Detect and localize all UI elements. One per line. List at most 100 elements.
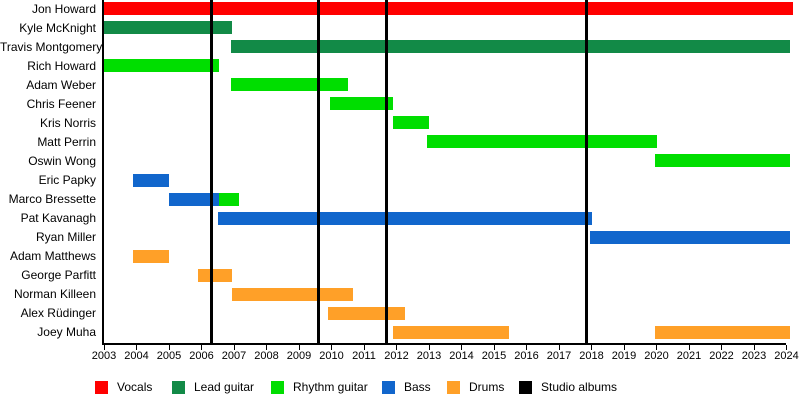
- member-label: Rich Howard: [27, 58, 96, 73]
- axis-tick: [656, 345, 657, 350]
- year-label: 2015: [481, 350, 507, 362]
- member-label: Adam Weber: [26, 77, 96, 92]
- axis-tick: [136, 345, 137, 350]
- member-label: Kyle McKnight: [19, 20, 96, 35]
- timeline-bar-rhythm: [654, 154, 790, 168]
- member-label: Pat Kavanagh: [20, 211, 96, 226]
- timeline-bar-drums: [232, 287, 353, 301]
- year-label: 2019: [611, 350, 637, 362]
- year-label: 2012: [384, 350, 409, 362]
- year-label: 2003: [91, 350, 117, 362]
- year-label: 2020: [644, 350, 669, 362]
- legend-item-lead: Lead guitar: [172, 378, 254, 396]
- year-label: 2024: [774, 350, 799, 362]
- member-label: Chris Feener: [26, 96, 96, 111]
- timeline-bar-drums: [654, 325, 790, 339]
- legend-swatch-vocals: [95, 380, 108, 394]
- member-label: Marco Bressette: [8, 192, 96, 207]
- axis-tick: [331, 345, 332, 350]
- member-label: Kris Norris: [40, 115, 96, 130]
- timeline-bar-bass: [217, 211, 592, 225]
- timeline-bar-drums: [133, 249, 169, 263]
- legend-swatch-bass: [382, 380, 395, 394]
- year-label: 2022: [709, 350, 734, 362]
- legend-item-drums: Drums: [447, 378, 504, 396]
- year-label: 2007: [221, 350, 247, 362]
- legend-item-rhythm: Rhythm guitar: [271, 378, 368, 396]
- timeline-bar-drums: [198, 268, 233, 282]
- member-label: Norman Killeen: [13, 287, 96, 302]
- axis-tick: [396, 345, 397, 350]
- timeline-bar-rhythm: [230, 78, 348, 92]
- axis-tick: [168, 345, 170, 350]
- timeline-bar-bass: [589, 230, 790, 244]
- timeline-bar-rhythm: [329, 97, 394, 111]
- year-label: 2017: [546, 350, 572, 362]
- member-label: Adam Matthews: [9, 249, 96, 264]
- legend: Vocals Lead guitar Rhythm guitar Bass Drums S…: [0, 378, 800, 398]
- timeline-bar-bass: [133, 173, 169, 187]
- year-label: 2006: [189, 350, 214, 362]
- axis-tick: [298, 345, 300, 350]
- year-label: 2018: [579, 350, 604, 362]
- axis-tick: [558, 345, 560, 350]
- legend-label: Bass: [404, 380, 431, 394]
- timeline-bar-drums: [393, 325, 509, 339]
- album-release-line: [385, 0, 389, 343]
- year-label: 2014: [449, 350, 474, 362]
- year-label: 2016: [514, 350, 539, 362]
- legend-label: Vocals: [117, 380, 153, 394]
- axis-tick: [591, 345, 592, 350]
- year-label: 2004: [124, 350, 149, 362]
- axis-tick: [753, 345, 755, 350]
- album-release-line: [585, 0, 589, 343]
- album-release-line: [317, 0, 320, 343]
- timeline-bar-rhythm: [393, 116, 429, 130]
- legend-swatch-rhythm: [271, 380, 284, 394]
- plot-area: [102, 0, 793, 345]
- member-label: Jon Howard: [31, 1, 96, 16]
- member-label: Travis Montgomery: [0, 39, 103, 54]
- year-label: 2011: [352, 350, 376, 362]
- timeline-bar-vocals: [104, 2, 793, 16]
- year-label: 2013: [416, 350, 442, 362]
- axis-tick: [266, 345, 267, 350]
- timeline-bar-bass: [169, 192, 220, 206]
- timeline-bar-rhythm: [427, 135, 657, 149]
- year-label: 2008: [254, 350, 279, 362]
- axis-tick: [493, 345, 495, 350]
- axis-tick: [461, 345, 462, 350]
- axis-tick: [428, 345, 430, 350]
- member-label: Joey Muha: [37, 325, 96, 340]
- member-label: George Parfitt: [21, 268, 96, 283]
- timeline-bar-lead: [230, 40, 790, 54]
- member-labels-column: Jon Howard Kyle McKnight Travis Montgomery…: [0, 0, 103, 345]
- year-label: 2010: [319, 350, 344, 362]
- member-label: Eric Papky: [38, 173, 96, 188]
- axis-tick: [363, 345, 365, 350]
- member-label: Ryan Miller: [35, 230, 96, 245]
- member-label: Matt Perrin: [37, 134, 96, 149]
- legend-label: Studio albums: [541, 380, 618, 394]
- legend-label: Lead guitar: [194, 380, 255, 394]
- year-label: 2005: [156, 350, 182, 362]
- legend-label: Drums: [469, 380, 505, 394]
- legend-swatch-lead: [172, 380, 185, 394]
- axis-tick: [526, 345, 527, 350]
- axis-tick: [233, 345, 235, 350]
- album-release-line: [209, 0, 213, 343]
- year-label: 2023: [741, 350, 767, 362]
- axis-tick: [103, 345, 105, 350]
- year-label: 2021: [676, 350, 702, 362]
- legend-item-bass: Bass: [382, 378, 431, 396]
- axis-tick: [688, 345, 690, 350]
- axis-tick: [721, 345, 722, 350]
- axis-tick: [786, 345, 787, 350]
- legend-item-vocals: Vocals: [95, 378, 152, 396]
- axis-tick: [201, 345, 202, 350]
- timeline-bar-rhythm: [104, 59, 220, 73]
- timeline-bar-rhythm: [219, 192, 239, 206]
- year-label: 2009: [286, 350, 312, 362]
- legend-swatch-albums: [519, 380, 532, 394]
